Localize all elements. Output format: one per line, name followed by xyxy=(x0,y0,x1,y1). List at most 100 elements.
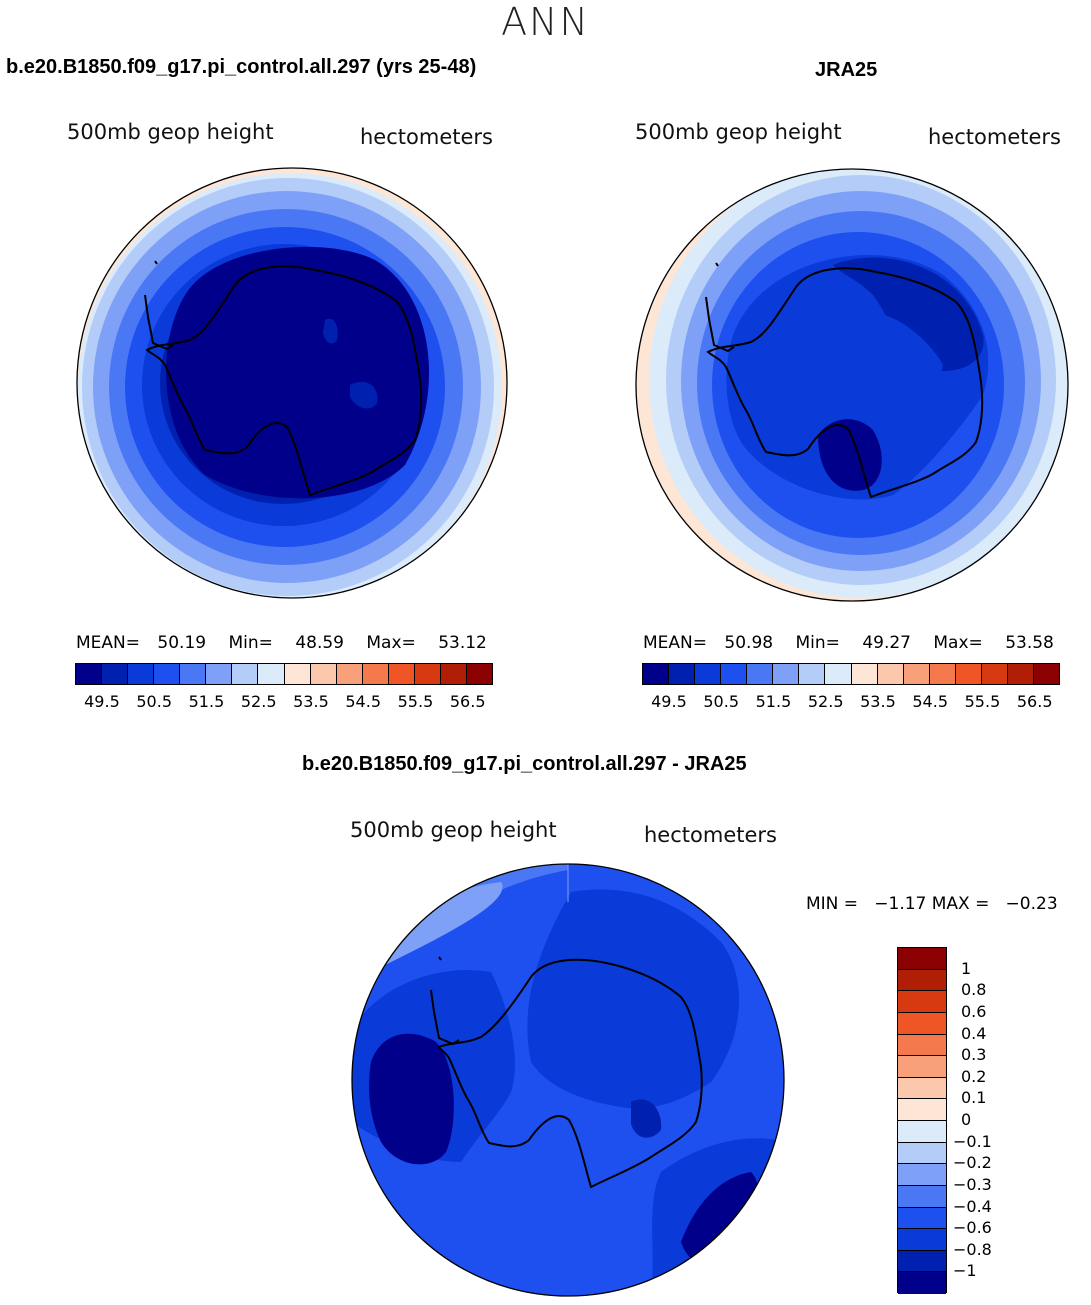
left-panel-case-title: b.e20.B1850.f09_g17.pi_control.all.297 (… xyxy=(6,56,477,78)
colorbar-swatch xyxy=(898,991,946,1013)
colorbar-swatch xyxy=(898,1056,946,1078)
colorbar-swatch xyxy=(898,1185,946,1208)
colorbar-tick-label: 51.5 xyxy=(755,692,792,711)
left-mean-label: MEAN= xyxy=(76,633,140,653)
diff-polar-map xyxy=(351,863,785,1297)
colorbar-swatch xyxy=(362,664,389,684)
right-max-value: 53.58 xyxy=(1005,633,1054,653)
colorbar-swatch xyxy=(898,948,946,970)
colorbar-tick-label: 56.5 xyxy=(449,692,486,711)
colorbar-swatch xyxy=(1033,664,1059,684)
colorbar-swatch xyxy=(180,664,207,684)
left-colorbar xyxy=(75,663,493,685)
colorbar-swatch xyxy=(898,1272,946,1294)
colorbar-swatch xyxy=(310,664,337,684)
right-panel-case-title: JRA25 xyxy=(815,59,878,81)
colorbar-swatch xyxy=(898,1207,946,1230)
left-min-label: Min= xyxy=(228,633,273,653)
colorbar-swatch xyxy=(102,664,129,684)
left-min-value: 48.59 xyxy=(295,633,344,653)
colorbar-swatch xyxy=(898,1034,946,1057)
colorbar-swatch xyxy=(898,1229,946,1251)
colorbar-level-label: −0.2 xyxy=(953,1153,992,1173)
right-max-label: Max= xyxy=(933,633,983,653)
left-mean-value: 50.19 xyxy=(157,633,207,653)
right-colorbar-ticks: 49.5 50.5 51.5 52.5 53.5 54.5 55.5 56.5 xyxy=(642,692,1060,712)
colorbar-level-label: 0.6 xyxy=(961,1001,987,1021)
colorbar-tick-label: 56.5 xyxy=(1016,692,1053,711)
diff-minmax: MIN = −1.17 MAX = −0.23 xyxy=(806,894,1058,914)
diff-colorbar xyxy=(897,947,947,1294)
colorbar-tick-label: 55.5 xyxy=(964,692,1001,711)
colorbar-swatch xyxy=(336,664,363,684)
right-min-value: 49.27 xyxy=(862,633,911,653)
right-colorbar xyxy=(642,663,1060,685)
colorbar-swatch xyxy=(825,664,852,684)
colorbar-level-label: 1 xyxy=(961,958,972,978)
colorbar-swatch xyxy=(799,664,826,684)
left-panel-variable: 500mb geop height xyxy=(67,120,274,144)
colorbar-tick-label: 50.5 xyxy=(703,692,739,711)
right-panel-stats: MEAN= 50.98 Min= 49.27 Max= 53.58 xyxy=(643,633,1054,653)
colorbar-swatch xyxy=(284,664,311,684)
colorbar-swatch xyxy=(232,664,259,684)
diff-panel-units: hectometers xyxy=(644,823,777,847)
colorbar-swatch xyxy=(440,664,467,684)
colorbar-tick-label: 49.5 xyxy=(651,692,687,711)
colorbar-tick-label: 52.5 xyxy=(807,692,844,711)
colorbar-swatch xyxy=(258,664,285,684)
colorbar-level-label: −0.3 xyxy=(953,1174,992,1194)
colorbar-swatch xyxy=(898,1012,946,1035)
diff-panel-case-title: b.e20.B1850.f09_g17.pi_control.all.297 -… xyxy=(302,753,747,775)
colorbar-swatch xyxy=(981,664,1008,684)
colorbar-swatch xyxy=(898,1099,946,1121)
left-panel-units: hectometers xyxy=(360,125,493,149)
colorbar-tick-label: 54.5 xyxy=(345,692,381,711)
colorbar-level-label: 0.1 xyxy=(961,1088,987,1108)
colorbar-swatch xyxy=(903,664,930,684)
colorbar-tick-label: 55.5 xyxy=(397,692,434,711)
colorbar-swatch xyxy=(898,969,946,992)
colorbar-swatch xyxy=(76,664,103,684)
colorbar-swatch xyxy=(898,1077,946,1100)
diff-panel-variable: 500mb geop height xyxy=(350,818,557,842)
left-panel-stats: MEAN= 50.19 Min= 48.59 Max= 53.12 xyxy=(76,633,487,653)
colorbar-tick-label: 54.5 xyxy=(912,692,948,711)
colorbar-swatch xyxy=(206,664,233,684)
colorbar-swatch xyxy=(643,664,670,684)
colorbar-tick-label: 49.5 xyxy=(84,692,120,711)
colorbar-level-label: −1 xyxy=(953,1261,977,1281)
colorbar-swatch xyxy=(898,1250,946,1273)
left-max-label: Max= xyxy=(366,633,416,653)
colorbar-swatch xyxy=(695,664,722,684)
right-mean-label: MEAN= xyxy=(643,633,707,653)
colorbar-swatch xyxy=(388,664,415,684)
colorbar-level-label: 0.8 xyxy=(961,980,987,1000)
colorbar-level-label: −0.4 xyxy=(953,1196,992,1216)
colorbar-tick-label: 53.5 xyxy=(860,692,896,711)
colorbar-swatch xyxy=(721,664,748,684)
antarctica-coastline xyxy=(145,265,423,497)
colorbar-swatch xyxy=(466,664,492,684)
antarctica-coastline xyxy=(706,267,984,499)
right-polar-map xyxy=(635,168,1069,602)
colorbar-swatch xyxy=(898,1142,946,1165)
colorbar-tick-label: 53.5 xyxy=(293,692,329,711)
colorbar-swatch xyxy=(154,664,181,684)
colorbar-swatch xyxy=(955,664,982,684)
colorbar-level-label: −0.1 xyxy=(953,1131,992,1151)
colorbar-tick-label: 52.5 xyxy=(240,692,277,711)
colorbar-level-label: 0 xyxy=(961,1110,972,1129)
colorbar-swatch xyxy=(747,664,774,684)
colorbar-tick-label: 50.5 xyxy=(136,692,172,711)
colorbar-swatch xyxy=(773,664,800,684)
colorbar-swatch xyxy=(1007,664,1034,684)
right-min-label: Min= xyxy=(795,633,840,653)
colorbar-tick-label: 51.5 xyxy=(188,692,225,711)
colorbar-swatch xyxy=(669,664,696,684)
left-polar-map xyxy=(76,167,508,599)
left-colorbar-ticks: 49.5 50.5 51.5 52.5 53.5 54.5 55.5 56.5 xyxy=(75,692,493,712)
figure-title: ANN xyxy=(501,0,590,44)
colorbar-level-label: 0.4 xyxy=(961,1023,987,1043)
colorbar-swatch xyxy=(851,664,878,684)
